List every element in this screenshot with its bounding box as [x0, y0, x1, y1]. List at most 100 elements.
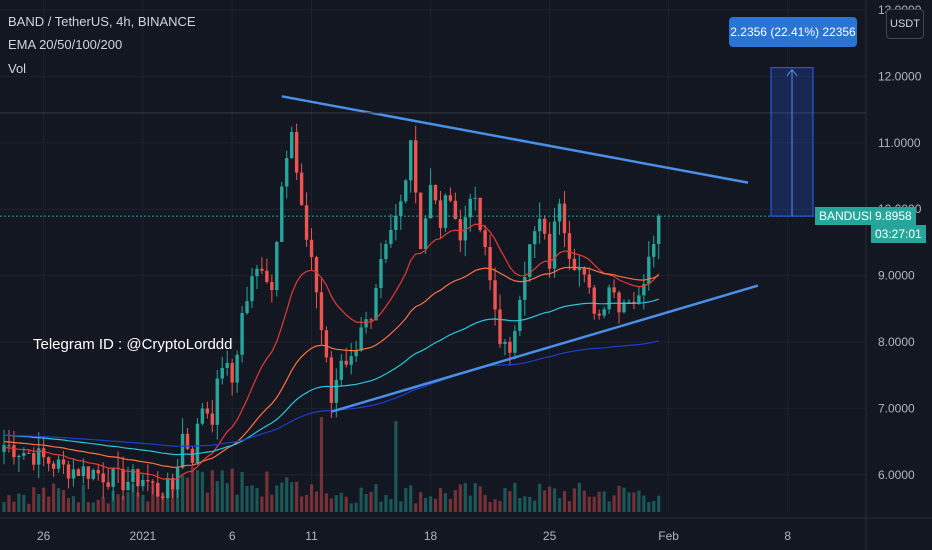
volume-bar [379, 501, 383, 512]
candle-body [304, 205, 309, 240]
candle-body [37, 448, 41, 465]
candle-body [637, 295, 641, 304]
volume-bar [533, 500, 537, 512]
volume-bar [111, 490, 115, 512]
volume-bar [404, 487, 408, 512]
volume-bar [478, 486, 482, 512]
candle-body [552, 221, 557, 269]
volume-bar [190, 466, 195, 512]
candle-body [230, 362, 234, 383]
candle-body [96, 470, 100, 474]
currency-button[interactable]: USDT [886, 9, 924, 39]
candle-body [66, 464, 71, 479]
candle-body [294, 131, 299, 173]
candle-body [537, 218, 542, 232]
volume-bar [419, 492, 423, 512]
volume-bar [443, 493, 448, 512]
y-tick-label: 9.0000 [878, 269, 915, 283]
trendline-upper [281, 95, 749, 184]
candle-body [508, 341, 512, 353]
candle-body [41, 448, 46, 458]
volume-bar [27, 503, 31, 512]
candle-body [195, 423, 200, 463]
candle-body [285, 158, 289, 187]
candle-body [349, 356, 353, 365]
ema100-line [3, 298, 659, 456]
volume-bar [250, 485, 254, 512]
ema-legend: EMA 20/50/100/200 [8, 37, 123, 52]
volume-bar [2, 502, 6, 512]
volume-bar [354, 502, 358, 512]
candle-body [587, 274, 591, 288]
volume-bar [394, 421, 398, 512]
volume-bar [543, 490, 547, 512]
candle-body [547, 233, 552, 269]
candle-body [161, 496, 165, 498]
volume-bar [42, 487, 46, 512]
volume-bar [116, 494, 120, 512]
candle-body [374, 287, 378, 321]
volume-bar [369, 491, 373, 512]
volume-bars [2, 417, 661, 512]
volume-bar [483, 494, 487, 512]
telegram-annotation: Telegram ID : @CryptoLorddd [33, 336, 233, 353]
x-tick-label: Feb [658, 529, 679, 543]
ema50-line [3, 266, 659, 468]
volume-bar [220, 470, 224, 512]
volume-bar [56, 488, 61, 512]
volume-bar [126, 492, 130, 512]
x-tick-label: 6 [229, 529, 236, 543]
volume-bar [557, 497, 562, 512]
volume-bar [32, 487, 36, 512]
candle-body [101, 473, 105, 483]
candle-body [314, 257, 319, 293]
candle-body [265, 270, 269, 283]
candle-body [607, 287, 611, 310]
volume-bar [428, 496, 433, 512]
volume-bar [22, 494, 26, 512]
volume-bar [230, 468, 234, 512]
volume-bar [528, 496, 532, 512]
volume-bar [324, 493, 328, 512]
candle-body [344, 360, 348, 365]
candle-body [190, 448, 195, 463]
volume-bar [47, 496, 51, 512]
candle-body [210, 413, 215, 425]
volume-bar [156, 489, 160, 512]
volume-bar [12, 501, 16, 512]
candle-body [180, 433, 185, 468]
volume-bar [225, 483, 229, 512]
volume-bar [240, 471, 244, 512]
candle-body [86, 466, 91, 479]
volume-bar [642, 495, 646, 512]
volume-bar [637, 490, 641, 512]
candle-body [131, 469, 135, 482]
volume-bar [433, 498, 438, 512]
volume-bar [37, 494, 41, 512]
volume-bar [304, 494, 309, 512]
candle-body [121, 468, 125, 491]
volume-bar [453, 490, 457, 512]
candle-body [404, 180, 408, 202]
volume-bar [285, 477, 289, 512]
volume-bar [275, 485, 279, 512]
volume-bar [235, 494, 239, 512]
candle-body [652, 244, 656, 257]
volume-bar [185, 477, 190, 512]
candle-body [394, 215, 398, 231]
candle-body [657, 216, 661, 245]
trendline-lower [331, 284, 759, 413]
countdown-tag: 03:27:01 [871, 225, 926, 244]
candle-body [205, 408, 210, 414]
candle-body [250, 276, 254, 302]
candle-body [567, 233, 572, 259]
volume-bar [300, 496, 304, 512]
volume-bar [607, 501, 611, 512]
volume-bar [91, 502, 95, 512]
candle-body [46, 457, 51, 464]
volume-bar [319, 417, 324, 512]
volume-bar [339, 492, 343, 512]
candle-body [557, 203, 562, 222]
volume-bar [374, 484, 378, 512]
